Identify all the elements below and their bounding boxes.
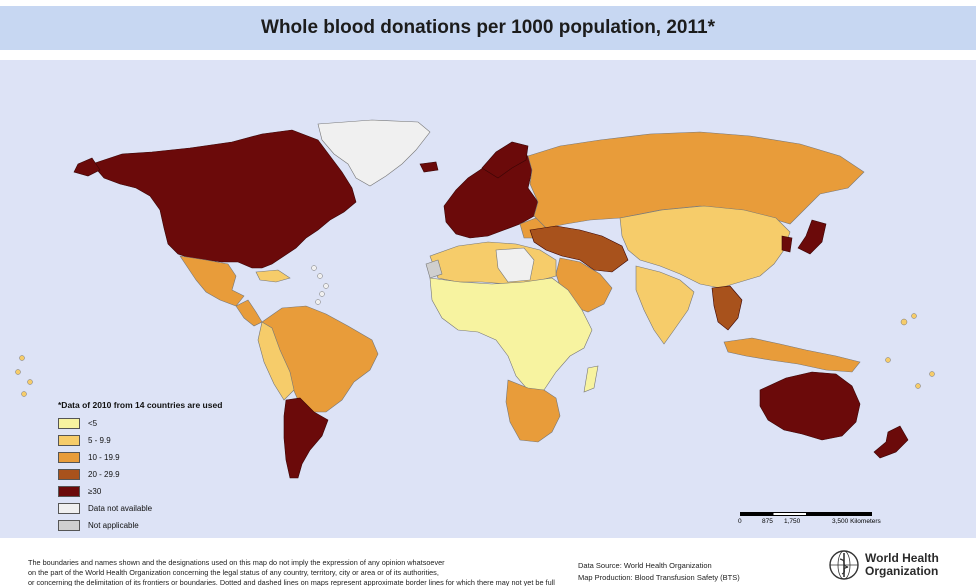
- legend-swatch: [58, 469, 80, 480]
- region-europe: [443, 151, 539, 239]
- legend-swatch: [58, 520, 80, 531]
- who-emblem-icon: [829, 550, 859, 580]
- legend-item: Not applicable: [58, 517, 278, 534]
- region-middle-east: [529, 225, 629, 273]
- scale-tick: 875: [762, 518, 773, 525]
- map-production-line: Map Production: Blood Transfusion Safety…: [578, 573, 740, 582]
- legend-item: <5: [58, 415, 278, 432]
- legend-item: ≥30: [58, 483, 278, 500]
- who-logo-line1: World Health: [865, 551, 939, 565]
- region-australia: [759, 371, 861, 441]
- legend-item: 20 - 29.9: [58, 466, 278, 483]
- region-china: [619, 205, 791, 289]
- region-india: [635, 265, 695, 345]
- legend-note: *Data of 2010 from 14 countries are used: [58, 400, 223, 410]
- region-mexico: [179, 255, 245, 307]
- region-new-zealand: [873, 425, 909, 459]
- map-title: Whole blood donations per 1000 populatio…: [261, 17, 715, 38]
- region-west-africa: [429, 277, 593, 391]
- disclaimer: The boundaries and names shown and the d…: [28, 558, 558, 586]
- region-japan: [797, 219, 827, 255]
- region-southern-africa: [505, 379, 561, 443]
- region-caribbean: [255, 269, 291, 283]
- title-bar: Whole blood donations per 1000 populatio…: [0, 6, 976, 50]
- caribbean-islands: [311, 265, 329, 305]
- disclaimer-line: or concerning the delimitation of its fr…: [28, 578, 555, 586]
- region-western-sahara: [425, 259, 443, 279]
- legend-swatch: [58, 503, 80, 514]
- region-libya: [495, 247, 535, 283]
- legend-label: ≥30: [88, 487, 102, 496]
- region-iceland: [419, 161, 439, 173]
- legend-label: 20 - 29.9: [88, 470, 120, 479]
- region-north-africa: [429, 241, 557, 285]
- legend-swatch: [58, 435, 80, 446]
- legend-swatch: [58, 486, 80, 497]
- region-se-asia: [711, 285, 743, 331]
- region-scandinavia: [481, 141, 529, 179]
- region-indonesia: [723, 337, 861, 373]
- who-logo-line2: Organization: [865, 564, 939, 578]
- scale-tick: 3,500 Kilometers: [832, 518, 881, 525]
- map-frame: *Data of 2010 from 14 countries are used…: [0, 60, 976, 538]
- legend: *Data of 2010 from 14 countries are used…: [58, 400, 278, 534]
- region-alaska: [73, 157, 101, 177]
- legend-item: 5 - 9.9: [58, 432, 278, 449]
- region-north-america: [91, 129, 357, 269]
- legend-label: <5: [88, 419, 98, 428]
- legend-item: 10 - 19.9: [58, 449, 278, 466]
- scale-tick: 1,750: [784, 518, 801, 525]
- legend-label: 10 - 19.9: [88, 453, 120, 462]
- data-source: Data Source: World Health Organization M…: [578, 560, 740, 584]
- scale-bar-graphic: [740, 512, 872, 516]
- legend-item: Data not available: [58, 500, 278, 517]
- legend-label: Not applicable: [88, 521, 139, 530]
- who-logo: World Health Organization: [828, 548, 968, 582]
- region-greenland: [317, 119, 431, 187]
- disclaimer-line: The boundaries and names shown and the d…: [28, 558, 445, 567]
- data-source-line: Data Source: World Health Organization: [578, 561, 712, 570]
- region-southern-cone: [283, 397, 329, 479]
- region-andean: [257, 321, 295, 401]
- world-map: [15, 119, 935, 479]
- region-korea: [781, 235, 793, 253]
- region-central-america: [235, 299, 263, 327]
- legend-swatch: [58, 418, 80, 429]
- legend-label: 5 - 9.9: [88, 436, 111, 445]
- region-madagascar: [583, 365, 599, 393]
- legend-label: Data not available: [88, 504, 153, 513]
- scale-bar: 0 875 1,750 3,500 Kilometers: [738, 512, 890, 532]
- pacific-islands: [15, 313, 935, 397]
- disclaimer-line: on the part of the World Health Organiza…: [28, 568, 439, 577]
- scale-tick: 0: [738, 518, 742, 525]
- legend-swatch: [58, 452, 80, 463]
